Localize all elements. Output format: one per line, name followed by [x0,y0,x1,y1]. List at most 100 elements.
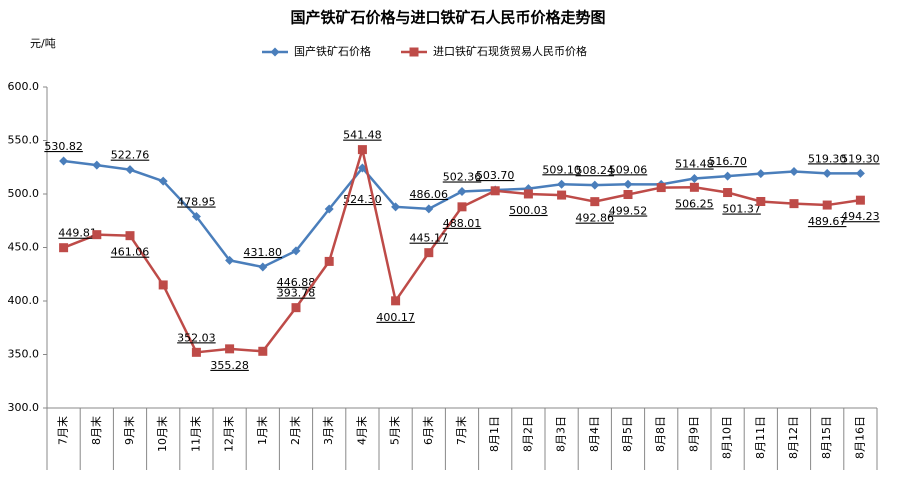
x-tick-label: 9月末 [122,416,136,445]
marker [656,183,666,193]
marker [59,243,69,253]
marker [457,186,467,196]
y-tick-label: 600.0 [8,80,40,93]
y-tick-label: 450.0 [8,241,40,254]
marker [324,204,334,214]
marker [855,195,865,205]
x-tick-label: 11月末 [188,416,202,452]
marker [191,347,201,357]
x-tick-label: 12月末 [222,416,236,452]
marker [723,188,733,198]
legend-label: 进口铁矿石现货贸易人民币价格 [433,44,587,58]
x-tick-label: 10月末 [155,416,169,452]
marker [689,174,699,184]
chart-title: 国产铁矿石价格与进口铁矿石人民币价格走势图 [290,9,605,27]
marker [756,196,766,206]
marker [357,145,367,155]
marker [590,197,600,207]
data-label: 431.80 [244,246,283,259]
x-tick-label: 8月8日 [654,416,667,452]
y-tick-label: 400.0 [8,294,40,307]
marker [125,165,135,175]
marker [557,179,567,189]
y-axis-label: 元/吨 [30,37,56,50]
data-label: 393.78 [277,287,316,300]
x-tick-label: 8月1日 [488,416,501,452]
y-tick-label: 300.0 [8,401,40,414]
data-label: 486.06 [410,188,449,201]
y-tick-label: 500.0 [8,187,40,200]
marker [258,262,268,272]
marker [258,346,268,356]
x-tick-label: 2月末 [288,416,302,445]
x-tick-label: 8月2日 [521,416,534,452]
data-label: 519.30 [808,152,847,165]
marker [623,179,633,189]
data-label: 446.88 [277,276,316,289]
y-tick-label: 550.0 [8,134,40,147]
marker [324,256,334,266]
data-label: 509.06 [609,163,648,176]
marker [391,296,401,306]
data-label: 519.30 [841,152,880,165]
marker [723,171,733,181]
data-label: 501.37 [722,203,761,216]
marker [125,231,135,241]
data-label: 352.03 [177,331,216,344]
marker [822,200,832,210]
marker [457,202,467,212]
data-label: 494.23 [841,210,880,223]
x-tick-label: 8月16日 [853,416,866,459]
marker [557,190,567,200]
data-label: 508.24 [576,164,615,177]
data-label: 489.67 [808,215,847,228]
x-tick-label: 7月末 [454,416,468,445]
data-label: 445.17 [410,232,449,245]
marker [59,156,69,166]
marker [789,199,799,209]
data-label: 506.25 [675,197,714,210]
data-label: 355.28 [210,359,249,372]
data-label: 492.86 [576,212,615,225]
marker [92,160,102,170]
x-tick-label: 3月末 [321,416,335,445]
data-label: 488.01 [443,217,482,230]
x-tick-label: 8月10日 [721,416,734,459]
x-tick-label: 8月3日 [555,416,568,452]
y-tick-label: 350.0 [8,348,40,361]
data-label: 461.06 [111,246,150,259]
marker [822,168,832,178]
x-tick-label: 8月9日 [687,416,700,452]
marker [357,163,367,173]
legend-marker [409,47,419,57]
data-label: 400.17 [376,311,415,324]
x-tick-label: 8月11日 [754,416,767,459]
x-tick-label: 4月末 [354,416,368,445]
marker [225,344,235,354]
x-tick-label: 8月4日 [588,416,601,452]
marker [590,180,600,190]
marker [191,212,201,222]
data-label: 500.03 [509,204,548,217]
marker [424,204,434,214]
data-label: 499.52 [609,205,648,218]
x-tick-label: 6月末 [421,416,435,445]
x-tick-label: 5月末 [388,416,402,445]
marker [158,280,168,290]
data-label: 541.48 [343,129,382,142]
data-label: 530.82 [44,140,83,153]
marker [789,167,799,177]
data-label: 522.76 [111,149,150,162]
data-label: 509.10 [542,163,581,176]
marker [855,168,865,178]
marker [225,255,235,265]
data-label: 478.95 [177,196,216,209]
data-label: 516.70 [708,155,747,168]
marker [623,190,633,200]
legend-marker [270,47,280,57]
x-tick-label: 1月末 [255,416,269,445]
marker [291,246,301,256]
marker [291,303,301,313]
marker [424,248,434,258]
